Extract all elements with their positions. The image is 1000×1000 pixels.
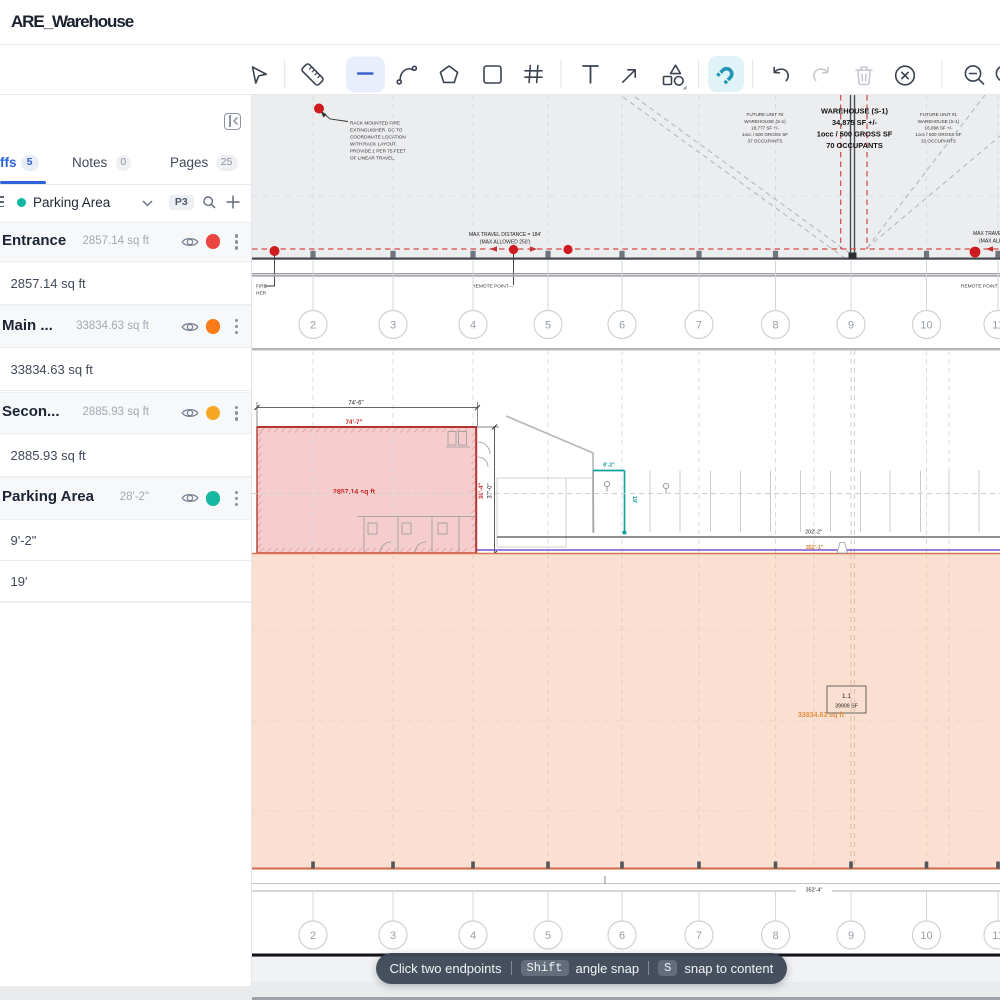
svg-text:5: 5 (545, 320, 551, 332)
svg-text:7: 7 (696, 930, 702, 942)
svg-text:4: 4 (470, 930, 476, 942)
svg-text:1occ / 500 GROSS SF: 1occ / 500 GROSS SF (742, 132, 788, 137)
svg-text:9: 9 (848, 320, 854, 332)
svg-text:FUTURE UNIT #2: FUTURE UNIT #2 (747, 112, 784, 117)
svg-text:74'-7": 74'-7" (345, 419, 362, 426)
svg-text:PROVIDE 1 PER 75 FEET: PROVIDE 1 PER 75 FEET (350, 149, 406, 154)
svg-text:6: 6 (619, 930, 625, 942)
svg-text:37 OCCUPANTS: 37 OCCUPANTS (748, 139, 783, 144)
svg-text:WAREHOUSE (S-1): WAREHOUSE (S-1) (918, 119, 960, 124)
svg-text:74'-6": 74'-6" (348, 401, 363, 407)
svg-text:32 OCCUPANTS: 32 OCCUPANTS (921, 139, 956, 144)
svg-text:FUTURE UNIT #1: FUTURE UNIT #1 (920, 112, 957, 117)
svg-text:EXTINGUISHER. GC TO: EXTINGUISHER. GC TO (350, 128, 403, 133)
svg-text:(MAX ALLOWED 250'): (MAX ALLOWED 250') (480, 240, 531, 246)
svg-text:9'-2": 9'-2" (603, 463, 615, 469)
svg-text:9: 9 (848, 930, 854, 942)
svg-text:4: 4 (470, 320, 476, 332)
svg-text:19': 19' (631, 496, 637, 503)
svg-text:8: 8 (772, 320, 778, 332)
svg-text:RACK MOUNTED FIRE: RACK MOUNTED FIRE (350, 121, 400, 126)
svg-text:33834.63 sq ft: 33834.63 sq ft (798, 712, 845, 719)
svg-text:7: 7 (696, 320, 702, 332)
svg-text:37'-0": 37'-0" (488, 483, 494, 498)
svg-text:WAREHOUSE (S-1): WAREHOUSE (S-1) (744, 119, 786, 124)
svg-text:18,777 SF +/-: 18,777 SF +/- (751, 126, 779, 131)
svg-text:2857.14 sq ft: 2857.14 sq ft (333, 489, 376, 496)
svg-text:352'-4": 352'-4" (806, 888, 823, 894)
svg-text:202'-2": 202'-2" (805, 530, 822, 536)
svg-text:16,098 SF +/-: 16,098 SF +/- (925, 126, 953, 131)
svg-text:COORDINATE LOCATION: COORDINATE LOCATION (350, 135, 406, 140)
svg-text:HER: HER (256, 291, 267, 297)
svg-text:70 OCCUPANTS: 70 OCCUPANTS (826, 141, 883, 150)
svg-text:WITH RACK LAYOUT.: WITH RACK LAYOUT. (350, 142, 397, 147)
svg-text:WAREHOUSE (S-1): WAREHOUSE (S-1) (821, 107, 888, 116)
svg-text:38'-4": 38'-4" (479, 483, 485, 499)
svg-text:OF LINEAR TRAVEL.: OF LINEAR TRAVEL. (350, 156, 395, 161)
svg-text:8: 8 (772, 930, 778, 942)
svg-text:352'-1": 352'-1" (806, 545, 824, 551)
svg-text:5: 5 (545, 930, 551, 942)
svg-text:10: 10 (920, 320, 932, 332)
svg-text:11: 11 (992, 320, 1000, 332)
svg-text:MAX TRAVEL DISTANCE = 184': MAX TRAVEL DISTANCE = 184' (469, 232, 541, 238)
svg-text:2: 2 (310, 320, 316, 332)
svg-text:(MAX ALLOW: (MAX ALLOW (979, 239, 1000, 245)
svg-text:MAX TRAVEL DIST: MAX TRAVEL DIST (973, 231, 1000, 237)
svg-text:FIRE—: FIRE— (256, 284, 272, 290)
svg-text:2: 2 (310, 930, 316, 942)
svg-text:1occ / 500 GROSS SF: 1occ / 500 GROSS SF (915, 132, 961, 137)
svg-text:6: 6 (619, 320, 625, 332)
svg-text:REMOTE POINT—: REMOTE POINT— (472, 284, 514, 290)
svg-text:1occ / 500 GROSS SF: 1occ / 500 GROSS SF (817, 130, 893, 139)
svg-text:3: 3 (390, 320, 396, 332)
svg-text:11: 11 (992, 930, 1000, 942)
svg-text:3: 3 (390, 930, 396, 942)
svg-text:34,875 SF +/-: 34,875 SF +/- (832, 118, 878, 127)
svg-text:39909 SF: 39909 SF (835, 704, 858, 710)
svg-text:REMOTE POINT: REMOTE POINT (961, 284, 998, 290)
svg-text:1.1: 1.1 (842, 693, 851, 700)
svg-text:10: 10 (920, 930, 932, 942)
